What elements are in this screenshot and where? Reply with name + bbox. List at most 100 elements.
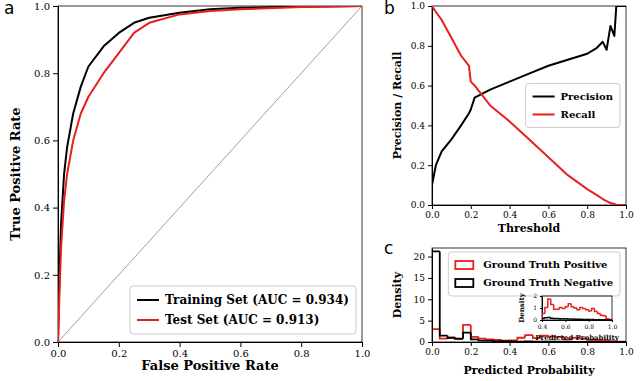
y-axis-title: Density xyxy=(391,271,404,318)
x-tick: 0.4 xyxy=(172,342,188,359)
x-tick: 0.6 xyxy=(561,320,571,330)
x-tick-label: 0.4 xyxy=(503,347,518,357)
y-tick-mark xyxy=(540,308,542,309)
histogram-bin xyxy=(510,340,518,342)
x-tick-mark xyxy=(565,320,566,322)
x-tick-mark xyxy=(626,205,627,209)
histogram-bin xyxy=(577,318,580,320)
x-tick-mark xyxy=(548,205,549,209)
y-tick-mark xyxy=(428,46,432,47)
y-tick: 1.0 xyxy=(34,1,58,12)
histogram-bin xyxy=(551,299,554,304)
x-tick-mark xyxy=(471,205,472,209)
x-tick: 0.8 xyxy=(294,342,310,359)
histogram-bin xyxy=(609,319,612,320)
histogram-bin xyxy=(440,251,448,335)
x-tick: 0.6 xyxy=(542,205,557,220)
y-tick-label: 1 xyxy=(533,304,537,311)
y-tick: 0.4 xyxy=(411,121,432,131)
series-line xyxy=(58,6,362,342)
y-tick: 0 xyxy=(533,316,542,323)
y-tick-label: 2 xyxy=(533,292,537,299)
x-tick: 0.0 xyxy=(51,342,67,359)
x-tick: 1.0 xyxy=(608,320,618,330)
y-axis-title: True Positive Rate xyxy=(8,107,23,240)
histogram-bin xyxy=(517,340,525,342)
histogram-bin xyxy=(542,318,545,320)
x-tick-label: 0.8 xyxy=(581,347,596,357)
histogram-bin xyxy=(463,333,471,339)
histogram-bin xyxy=(554,317,557,319)
histogram-bin xyxy=(606,316,609,319)
y-tick-label: 15 xyxy=(414,273,426,283)
y-tick-mark xyxy=(53,6,58,7)
y-tick-mark xyxy=(428,165,432,166)
plot-marks xyxy=(432,251,626,342)
y-tick-label: 0.6 xyxy=(34,135,50,146)
histogram-bin xyxy=(618,341,626,342)
y-tick-label: 0.6 xyxy=(411,81,426,91)
y-tick: 0.0 xyxy=(34,337,58,348)
histogram-bin xyxy=(595,309,598,312)
y-tick-mark xyxy=(428,6,432,7)
y-tick-label: 0.8 xyxy=(411,41,426,51)
y-tick: 0.2 xyxy=(34,270,58,281)
x-tick: 1.0 xyxy=(619,342,634,357)
x-axis-line xyxy=(59,342,363,343)
x-axis: 0.00.20.40.60.81.0 xyxy=(425,342,634,357)
x-tick-label: 1.0 xyxy=(608,323,618,330)
x-tick-label: 0.6 xyxy=(561,323,571,330)
y-tick-mark xyxy=(428,205,432,206)
figure: 0.00.20.40.60.81.00.00.20.40.60.81.0Fals… xyxy=(0,0,640,381)
histogram-bin xyxy=(595,319,598,320)
x-tick: 0.6 xyxy=(233,342,249,359)
x-axis-line xyxy=(433,342,627,343)
y-tick-mark xyxy=(428,342,432,343)
y-tick-mark xyxy=(53,275,58,276)
x-tick-label: 0.8 xyxy=(294,348,310,359)
x-axis-title: False Positive Rate xyxy=(141,358,278,373)
y-tick: 1 xyxy=(533,304,542,311)
y-tick-mark xyxy=(53,342,58,343)
x-tick-mark xyxy=(301,342,302,347)
histogram-bin xyxy=(600,319,603,320)
legend-swatch xyxy=(533,96,555,98)
panel-label: a xyxy=(4,0,14,18)
x-tick: 0.0 xyxy=(425,205,440,220)
y-tick: 0.6 xyxy=(411,81,432,91)
x-axis: 0.00.20.40.60.81.0 xyxy=(425,205,634,220)
y-axis: 05101520 xyxy=(414,249,433,348)
x-tick: 0.2 xyxy=(464,342,478,357)
y-tick-mark xyxy=(428,257,432,258)
x-tick-label: 0.2 xyxy=(464,347,478,357)
y-tick-label: 0.0 xyxy=(34,337,50,348)
histogram-bin xyxy=(494,339,502,341)
y-tick-label: 0.4 xyxy=(411,121,426,131)
x-tick: 0.8 xyxy=(581,342,596,357)
histogram-bin xyxy=(562,318,565,320)
histogram-bin xyxy=(471,325,479,337)
histogram-bin xyxy=(510,339,518,341)
x-tick-mark xyxy=(119,342,120,347)
x-axis-title: Predicted Probability xyxy=(463,364,595,377)
y-tick-label: 10 xyxy=(414,295,426,305)
histogram-bin xyxy=(486,340,494,342)
legend-label: Training Set (AUC = 0.934) xyxy=(165,293,349,307)
legend-swatch xyxy=(137,319,159,321)
legend-box xyxy=(448,252,620,296)
y-axis-title: Precision / Recall xyxy=(391,52,404,160)
x-tick-mark xyxy=(587,205,588,209)
y-tick-mark xyxy=(428,299,432,300)
y-tick-label: 0.4 xyxy=(34,202,50,213)
histogram-bin xyxy=(583,319,586,320)
histogram-bin xyxy=(589,319,592,320)
x-tick: 1.0 xyxy=(355,342,371,359)
x-tick-label: 0.2 xyxy=(111,348,127,359)
histogram-bin xyxy=(571,304,574,307)
y-tick-label: 0.2 xyxy=(34,270,50,281)
histogram-bin xyxy=(568,318,571,320)
panel-label: c xyxy=(384,238,393,258)
x-axis-line xyxy=(543,320,613,321)
histogram-bin xyxy=(463,325,471,339)
histogram-bin xyxy=(486,338,494,341)
